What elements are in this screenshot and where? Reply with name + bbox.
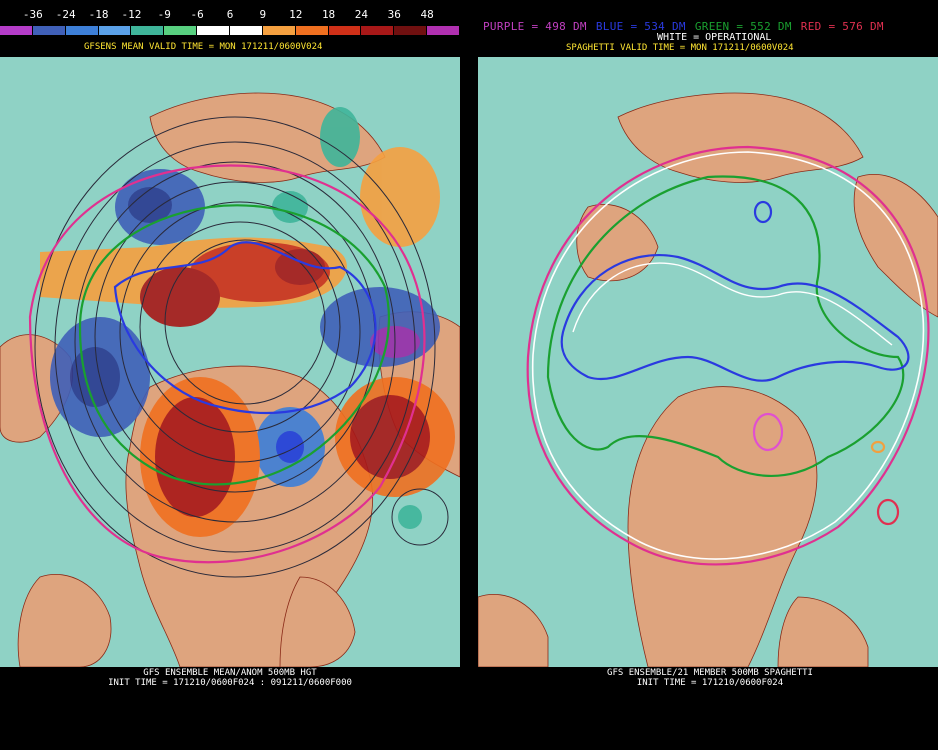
left-panel-footer: GFS ENSEMBLE MEAN/ANOM 500MB HGT INIT TI… — [60, 668, 400, 688]
color-bar-label: -6 — [190, 8, 204, 21]
color-bar-label: 36 — [387, 8, 401, 21]
color-bar-swatch — [32, 26, 66, 35]
color-bar-swatches — [0, 26, 461, 35]
color-bar-swatch — [394, 26, 428, 35]
right-panel-footer: GFS ENSEMBLE/21 MEMBER 500MB SPAGHETTI I… — [520, 668, 900, 688]
color-bar-labels: -36 -24 -18 -12 -9 -6 6 9 12 18 24 36 48 — [0, 8, 460, 22]
color-bar-label: -12 — [121, 8, 142, 21]
legend-entry: GREEN = 552 DM — [694, 20, 792, 33]
color-bar-swatch — [98, 26, 132, 35]
spaghetti-map-graphic — [478, 92, 938, 667]
ensemble-mean-map-graphic — [0, 92, 460, 667]
color-bar-swatch — [230, 26, 263, 35]
spaghetti-map — [478, 57, 938, 667]
color-bar-swatch — [361, 26, 395, 35]
color-bar-swatch — [295, 26, 329, 35]
right-panel-subtitle: WHITE = OPERATIONAL — [657, 32, 772, 43]
color-bar-label: -36 — [22, 8, 43, 21]
color-bar-label: -9 — [157, 8, 171, 21]
legend-entry: BLUE = 534 DM — [595, 20, 686, 33]
color-bar-swatch — [131, 26, 165, 35]
color-bar-swatch — [197, 26, 231, 35]
color-bar-label: 24 — [354, 8, 369, 21]
ensemble-mean-map — [0, 57, 460, 667]
anomaly-color-bar: -36 -24 -18 -12 -9 -6 6 9 12 18 24 36 48 — [0, 4, 461, 35]
right-footer-line1: GFS ENSEMBLE/21 MEMBER 500MB SPAGHETTI — [607, 668, 813, 678]
color-bar-label: 9 — [259, 8, 267, 21]
right-footer-line2: INIT TIME = 171210/0600F024 — [636, 678, 784, 688]
color-bar-label: 48 — [420, 8, 434, 21]
left-panel-title: GFSENS MEAN VALID TIME = MON 171211/0600… — [84, 42, 323, 52]
spaghetti-legend: PURPLE = 498 DM BLUE = 534 DM GREEN = 552 … — [483, 20, 893, 33]
legend-entry: PURPLE = 498 DM — [483, 20, 587, 33]
color-bar-label: 18 — [321, 8, 336, 21]
color-bar-label: 12 — [289, 8, 303, 21]
color-bar-label: -24 — [55, 8, 76, 21]
right-panel-title: SPAGHETTI VALID TIME = MON 171211/0600V0… — [566, 43, 794, 53]
color-bar-label: 6 — [226, 8, 234, 21]
color-bar-label: -18 — [88, 8, 109, 21]
color-bar-swatch — [65, 26, 99, 35]
color-bar-swatch — [262, 26, 296, 35]
legend-entry: RED = 576 DM — [800, 20, 884, 33]
color-bar-swatch — [427, 26, 461, 35]
color-bar-swatch — [164, 26, 198, 35]
color-bar-swatch — [328, 26, 362, 35]
color-bar-swatch — [0, 26, 33, 35]
left-footer-line2: INIT TIME = 171210/0600F024 : 091211/060… — [108, 678, 352, 688]
left-footer-line1: GFS ENSEMBLE MEAN/ANOM 500MB HGT — [143, 668, 317, 678]
